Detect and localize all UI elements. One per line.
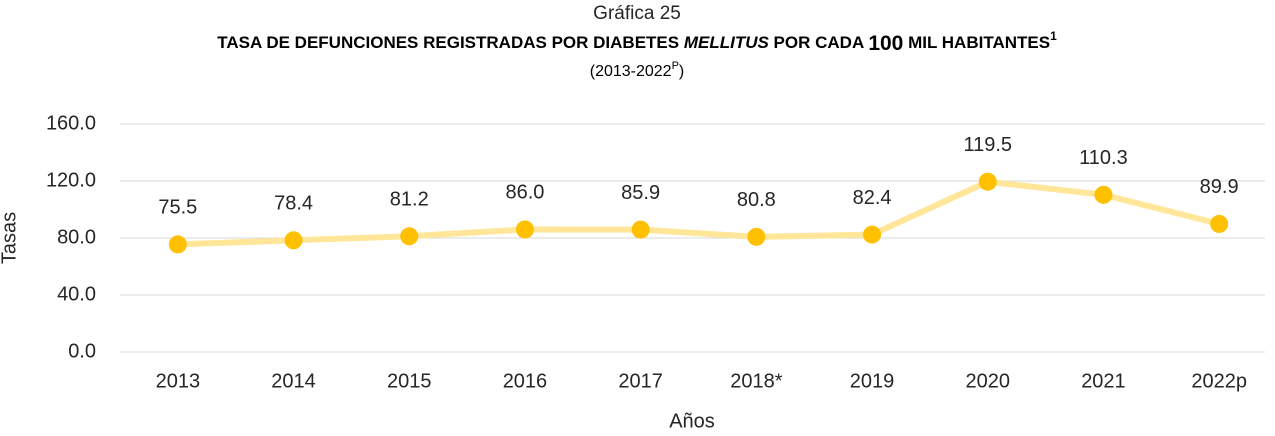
chart-subtitle: TASA DE DEFUNCIONES REGISTRADAS POR DIAB… — [217, 29, 1057, 54]
x-tick-label: 2013 — [156, 370, 201, 392]
y-tick-label: 80.0 — [57, 226, 96, 248]
data-label: 80.8 — [737, 189, 776, 211]
x-tick-label: 2021 — [1081, 370, 1126, 392]
subtitle-part: 100 — [868, 32, 903, 55]
period-part: (2013-2022 — [590, 63, 672, 80]
chart-title: Gráfica 25 — [593, 3, 681, 24]
x-tick-label: 2015 — [387, 370, 432, 392]
x-tick-label: 2020 — [966, 370, 1011, 392]
data-label: 75.5 — [158, 197, 197, 219]
y-tick-label: 0.0 — [68, 340, 96, 362]
x-tick-label: 2016 — [503, 370, 548, 392]
x-tick-label: 2018* — [730, 370, 782, 392]
data-label: 89.9 — [1200, 176, 1239, 198]
data-label: 78.4 — [274, 193, 313, 215]
period-part: ) — [679, 63, 684, 80]
y-tick-label: 40.0 — [57, 283, 96, 305]
data-point — [978, 172, 997, 191]
y-tick-label: 120.0 — [46, 169, 96, 191]
data-label: 86.0 — [505, 182, 544, 204]
x-tick-label: 2014 — [271, 370, 316, 392]
y-axis-label: Tasas — [0, 212, 20, 264]
data-point — [1210, 214, 1229, 233]
data-point — [284, 231, 303, 250]
data-point — [631, 220, 650, 239]
data-label: 110.3 — [1079, 147, 1128, 169]
chart-period: (2013-2022P) — [590, 60, 685, 80]
x-tick-label: 2017 — [618, 370, 663, 392]
y-tick-label: 160.0 — [46, 112, 96, 134]
data-label: 85.9 — [621, 182, 660, 204]
x-axis-label: Años — [669, 410, 715, 432]
subtitle-part: 1 — [1050, 29, 1057, 43]
data-point — [515, 220, 534, 239]
data-label: 82.4 — [853, 187, 892, 209]
subtitle-part: MELLITUS — [684, 33, 770, 52]
data-point — [747, 227, 766, 246]
subtitle-part: POR CADA — [769, 33, 869, 52]
data-point — [400, 227, 419, 246]
x-tick-label: 2019 — [850, 370, 895, 392]
data-label: 119.5 — [963, 134, 1012, 156]
x-tick-label: 2022p — [1191, 370, 1247, 392]
subtitle-part: TASA DE DEFUNCIONES REGISTRADAS POR DIAB… — [217, 33, 684, 52]
subtitle-part: MIL HABITANTES — [903, 33, 1050, 52]
data-label: 81.2 — [390, 189, 429, 211]
period-part: P — [672, 60, 679, 72]
series-line — [174, 178, 1223, 248]
data-point — [168, 235, 187, 254]
data-point — [1094, 185, 1113, 204]
data-point — [863, 225, 882, 244]
